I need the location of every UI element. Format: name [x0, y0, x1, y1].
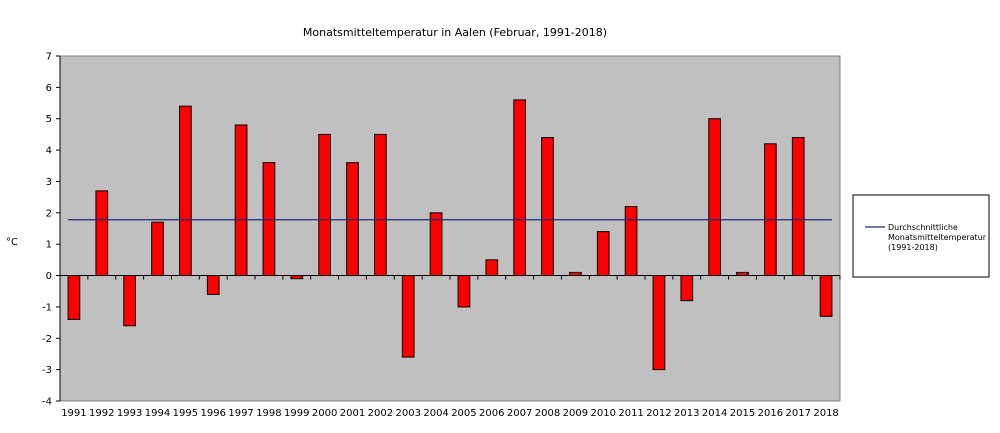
x-tick-label: 1998 [256, 408, 281, 419]
x-tick-label: 2007 [507, 408, 532, 419]
x-tick-label: 1997 [228, 408, 253, 419]
bar-1996 [206, 275, 220, 295]
bar-1994 [151, 221, 164, 277]
y-tick-label: 5 [46, 114, 52, 125]
chart-title: Monatsmitteltemperatur in Aalen (Februar… [303, 26, 607, 39]
y-tick-label: -2 [42, 334, 52, 345]
x-tick-label: 2006 [479, 408, 504, 419]
y-axis: -4 -3 -2 -1 0 1 2 3 4 5 6 7 [42, 52, 61, 408]
bar-2016 [764, 143, 777, 277]
bar-1991 [67, 275, 81, 320]
bar-1995 [179, 105, 192, 277]
bar-2004 [429, 212, 443, 277]
x-tick-label: 1995 [173, 408, 198, 419]
bar-2001 [346, 162, 359, 277]
bar-2000 [318, 133, 331, 277]
y-tick-label: -4 [42, 397, 52, 408]
bar-2017 [791, 137, 805, 277]
x-tick-label: 1996 [200, 408, 225, 419]
x-tick-label: 2013 [674, 408, 699, 419]
bar-1992 [95, 190, 109, 277]
x-tick-label: 2018 [813, 408, 838, 419]
plot-area [59, 55, 841, 402]
x-tick-label: 1993 [117, 408, 142, 419]
legend-label-line: Monatsmitteltemperatur [888, 233, 987, 242]
bar-2005 [457, 275, 471, 308]
bar-2011 [624, 206, 638, 277]
y-tick-label: 6 [46, 83, 52, 94]
x-tick-label: 2004 [423, 408, 448, 419]
x-tick-label: 2005 [451, 408, 476, 419]
x-tick-label: 1994 [145, 408, 170, 419]
x-tick-label: 2014 [702, 408, 727, 419]
y-tick-label: -1 [42, 302, 52, 313]
bar-1997 [234, 124, 248, 277]
legend-label-line: (1991-2018) [888, 243, 938, 252]
y-tick-label: 3 [46, 177, 52, 188]
y-tick-label: -3 [42, 365, 52, 376]
legend-label: Durchschnittliche Monatsmitteltemperatur(… [888, 223, 987, 252]
y-tick-label: 0 [46, 271, 52, 282]
bar-2018 [819, 275, 833, 317]
x-tick-label: 1999 [284, 408, 309, 419]
bar-2014 [708, 118, 721, 277]
x-tick-label: 2015 [730, 408, 755, 419]
x-tick-label: 2012 [646, 408, 671, 419]
bar-1993 [123, 275, 136, 327]
y-tick-label: 2 [46, 208, 52, 219]
x-tick-label: 2017 [785, 408, 810, 419]
x-tick-label: 2002 [368, 408, 393, 419]
x-tick-label: 2016 [758, 408, 783, 419]
bar-2007 [513, 99, 526, 277]
y-tick-label: 4 [46, 146, 52, 157]
bar-2010 [596, 231, 610, 277]
legend-box [852, 194, 990, 278]
x-tick-label: 2003 [395, 408, 420, 419]
legend-label-line: Durchschnittliche [888, 223, 958, 232]
bar-2008 [541, 137, 554, 277]
bar-2013 [680, 275, 694, 302]
bar-2003 [401, 275, 415, 358]
x-tick-label: 2000 [312, 408, 337, 419]
y-tick-label: 1 [46, 240, 52, 251]
legend: Durchschnittliche Monatsmitteltemperatur(… [852, 194, 990, 278]
x-tick-label: 2001 [340, 408, 365, 419]
bar-1998 [262, 162, 276, 277]
x-tick-label: 2010 [590, 408, 615, 419]
x-tick-label: 1991 [61, 408, 86, 419]
y-axis-unit-label: °C [6, 237, 18, 248]
x-tick-label: 1992 [89, 408, 114, 419]
x-tick-label: 2009 [563, 408, 588, 419]
bar-2002 [374, 133, 387, 277]
x-tick-label: 2008 [535, 408, 560, 419]
x-tick-label: 2011 [618, 408, 643, 419]
bar-2006 [485, 259, 499, 277]
bar-2012 [652, 275, 666, 371]
bars [67, 99, 833, 371]
y-tick-label: 7 [46, 52, 52, 63]
x-axis: 1991 1992 1993 1994 1995 1996 1997 1998 1999 2000… [60, 275, 841, 419]
